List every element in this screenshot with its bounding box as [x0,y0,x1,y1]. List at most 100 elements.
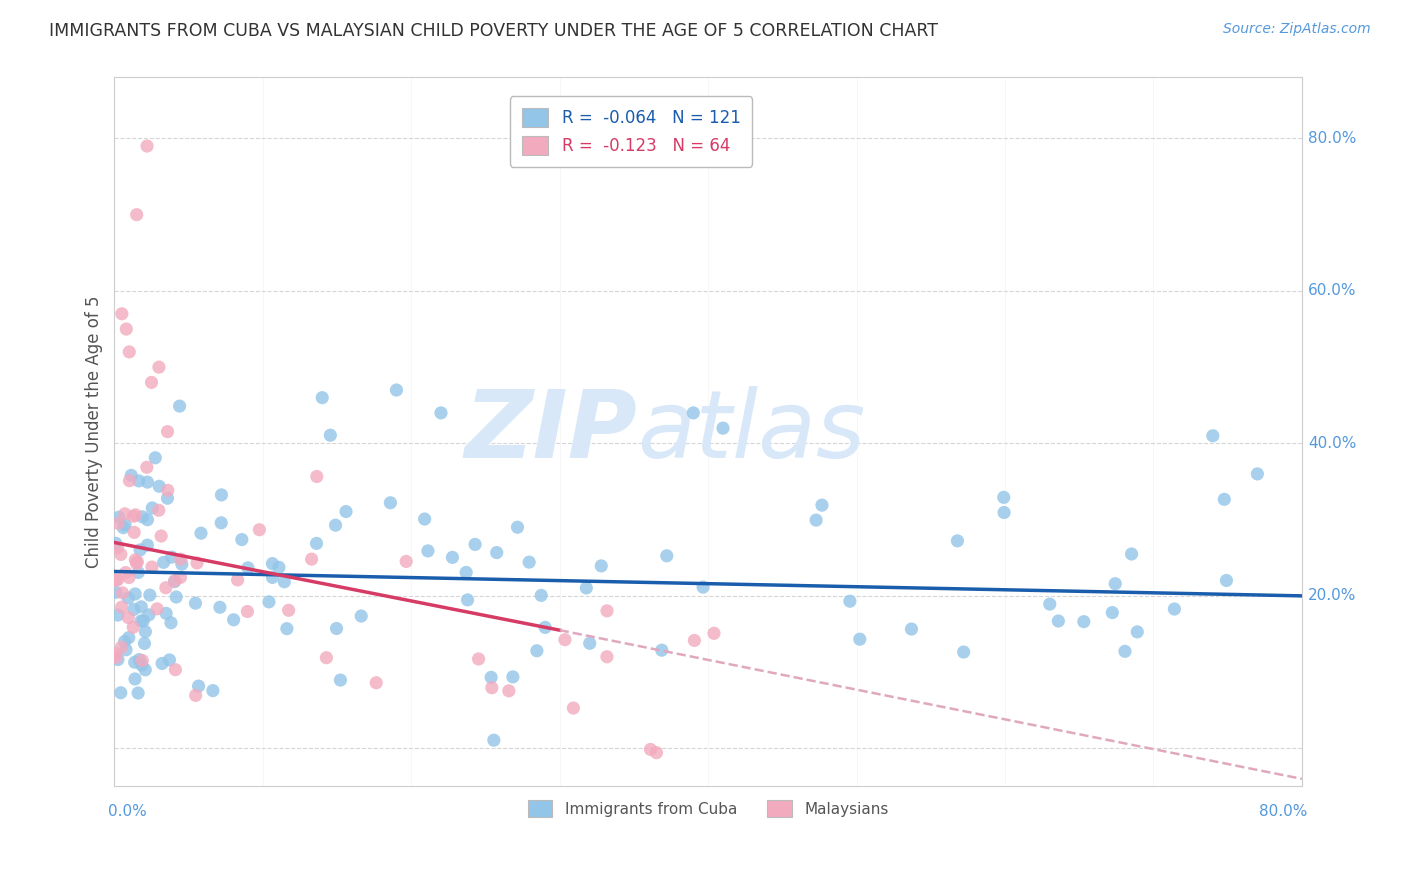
Point [156,491,179,506]
Point [163,574,186,588]
Point [118,570,141,584]
Point [479,670,502,684]
Point [993,506,1015,520]
Point [315,650,337,665]
Point [596,649,619,664]
Point [335,504,357,518]
Point [1104,576,1126,591]
Point [993,491,1015,505]
Point [152,555,174,569]
Point [267,560,290,574]
Point [124,587,146,601]
Point [122,509,145,524]
Point [114,634,136,648]
Point [156,425,179,439]
Point [122,525,145,540]
Point [125,208,148,222]
Legend: Immigrants from Cuba, Malaysians: Immigrants from Cuba, Malaysians [520,792,896,825]
Text: IMMIGRANTS FROM CUBA VS MALAYSIAN CHILD POVERTY UNDER THE AGE OF 5 CORRELATION C: IMMIGRANTS FROM CUBA VS MALAYSIAN CHILD … [49,22,938,40]
Point [209,488,232,502]
Point [703,626,725,640]
Point [517,555,540,569]
Point [104,574,127,588]
Point [163,574,186,589]
Point [165,663,187,677]
Point [138,607,160,622]
Point [562,701,585,715]
Point [139,588,162,602]
Point [804,513,827,527]
Point [575,581,598,595]
Point [141,560,163,574]
Point [122,620,145,634]
Point [115,642,138,657]
Text: 80.0%: 80.0% [1308,131,1357,146]
Point [160,550,183,565]
Text: 20.0%: 20.0% [1308,589,1357,603]
Point [201,683,224,698]
Point [1047,614,1070,628]
Text: atlas: atlas [637,386,865,477]
Point [262,557,284,571]
Point [380,496,402,510]
Text: Source: ZipAtlas.com: Source: ZipAtlas.com [1223,22,1371,37]
Point [441,550,464,565]
Point [257,595,280,609]
Point [169,570,191,584]
Point [107,652,129,666]
Point [305,469,328,483]
Point [148,503,170,517]
Point [120,468,142,483]
Point [104,536,127,550]
Point [385,383,408,397]
Text: 60.0%: 60.0% [1308,284,1357,299]
Text: 80.0%: 80.0% [1260,805,1308,819]
Point [467,652,489,666]
Point [682,406,704,420]
Point [107,510,129,524]
Text: 0.0%: 0.0% [108,805,148,819]
Point [325,622,347,636]
Point [578,636,600,650]
Point [136,513,159,527]
Point [900,622,922,636]
Point [131,653,153,667]
Point [136,475,159,489]
Point [1114,644,1136,658]
Point [146,602,169,616]
Point [1121,547,1143,561]
Point [277,603,299,617]
Point [150,529,173,543]
Point [1246,467,1268,481]
Point [596,604,619,618]
Point [534,620,557,634]
Point [231,533,253,547]
Point [169,399,191,413]
Point [129,614,152,628]
Point [110,686,132,700]
Point [305,536,328,550]
Point [209,516,232,530]
Point [645,746,668,760]
Point [262,570,284,584]
Point [651,643,673,657]
Point [526,644,548,658]
Point [711,421,734,435]
Point [136,538,159,552]
Point [1202,429,1225,443]
Point [115,322,138,336]
Point [125,557,148,571]
Point [236,561,259,575]
Point [554,632,576,647]
Point [946,533,969,548]
Point [276,622,298,636]
Point [111,586,134,600]
Point [148,360,170,375]
Point [416,544,439,558]
Point [849,632,872,647]
Point [952,645,974,659]
Point [129,599,152,614]
Point [114,566,136,580]
Point [1101,606,1123,620]
Point [301,552,323,566]
